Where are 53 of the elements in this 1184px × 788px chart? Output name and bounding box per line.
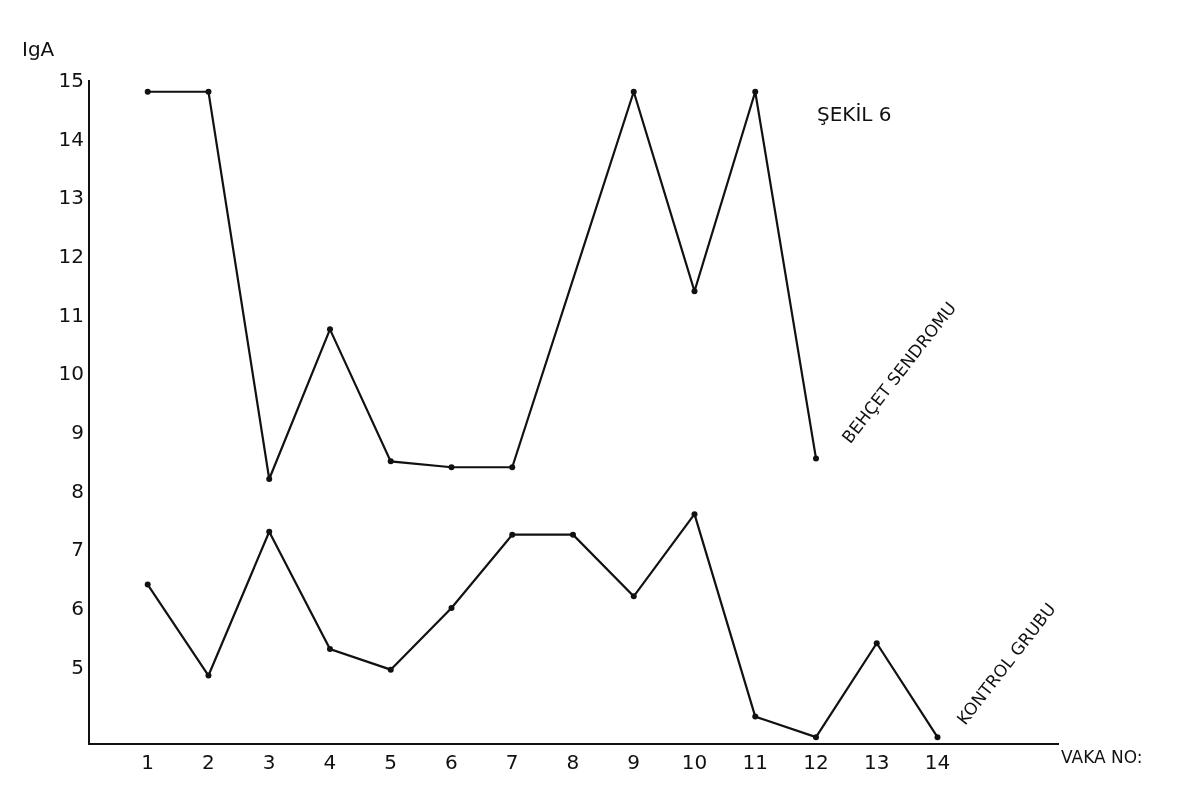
point [205,672,212,679]
x-tick-label: 3 [262,750,276,774]
y-tick-label: 14 [58,126,84,151]
point [812,734,819,741]
x-axis-title: VAKA NO: [1061,747,1143,767]
x-tick-label: 13 [864,750,890,774]
y-tick-label: 9 [71,420,84,445]
point [509,531,516,538]
point [266,528,273,535]
point [691,288,698,295]
point [144,88,151,95]
point [752,713,759,720]
point [387,458,394,465]
point [630,593,637,600]
point [752,88,759,95]
point [569,531,576,538]
y-tick-label: 13 [58,185,84,210]
x-tick-label: 7 [505,750,519,774]
point [144,581,151,588]
point [630,88,637,95]
y-tick-label: 10 [58,361,84,386]
point [812,455,819,462]
x-tick-label: 12 [803,750,829,774]
y-tick-label: 12 [58,244,84,269]
y-tick-label: 7 [71,537,84,562]
x-tick-label: 10 [681,750,708,774]
point [509,464,516,471]
text: ŞEKİL 6 [817,102,892,126]
y-tick-label: 8 [71,478,84,503]
x-tick-label: 9 [627,750,641,774]
x-tick-label: 11 [742,750,768,774]
point [326,646,333,653]
point [448,605,455,612]
x-tick-label: 14 [924,750,951,774]
x-tick-label: 1 [141,750,155,774]
y-tick-label: 15 [58,68,84,92]
point [691,511,698,518]
point [934,734,941,741]
y-tick-label: 5 [71,654,84,679]
point [873,640,880,647]
x-tick-label: 8 [566,750,580,774]
x-tick-label: 2 [202,750,215,774]
point [448,464,455,471]
x-tick-label: 5 [384,750,398,774]
point [266,475,273,482]
point [205,88,212,95]
y-tick-label: 11 [58,302,84,327]
y-tick-label: 6 [71,596,84,621]
point [387,666,394,673]
x-tick-label: 6 [445,750,458,774]
x-tick-label: 4 [323,750,337,774]
point [326,326,333,333]
y-axis-title: IgA [22,37,55,61]
